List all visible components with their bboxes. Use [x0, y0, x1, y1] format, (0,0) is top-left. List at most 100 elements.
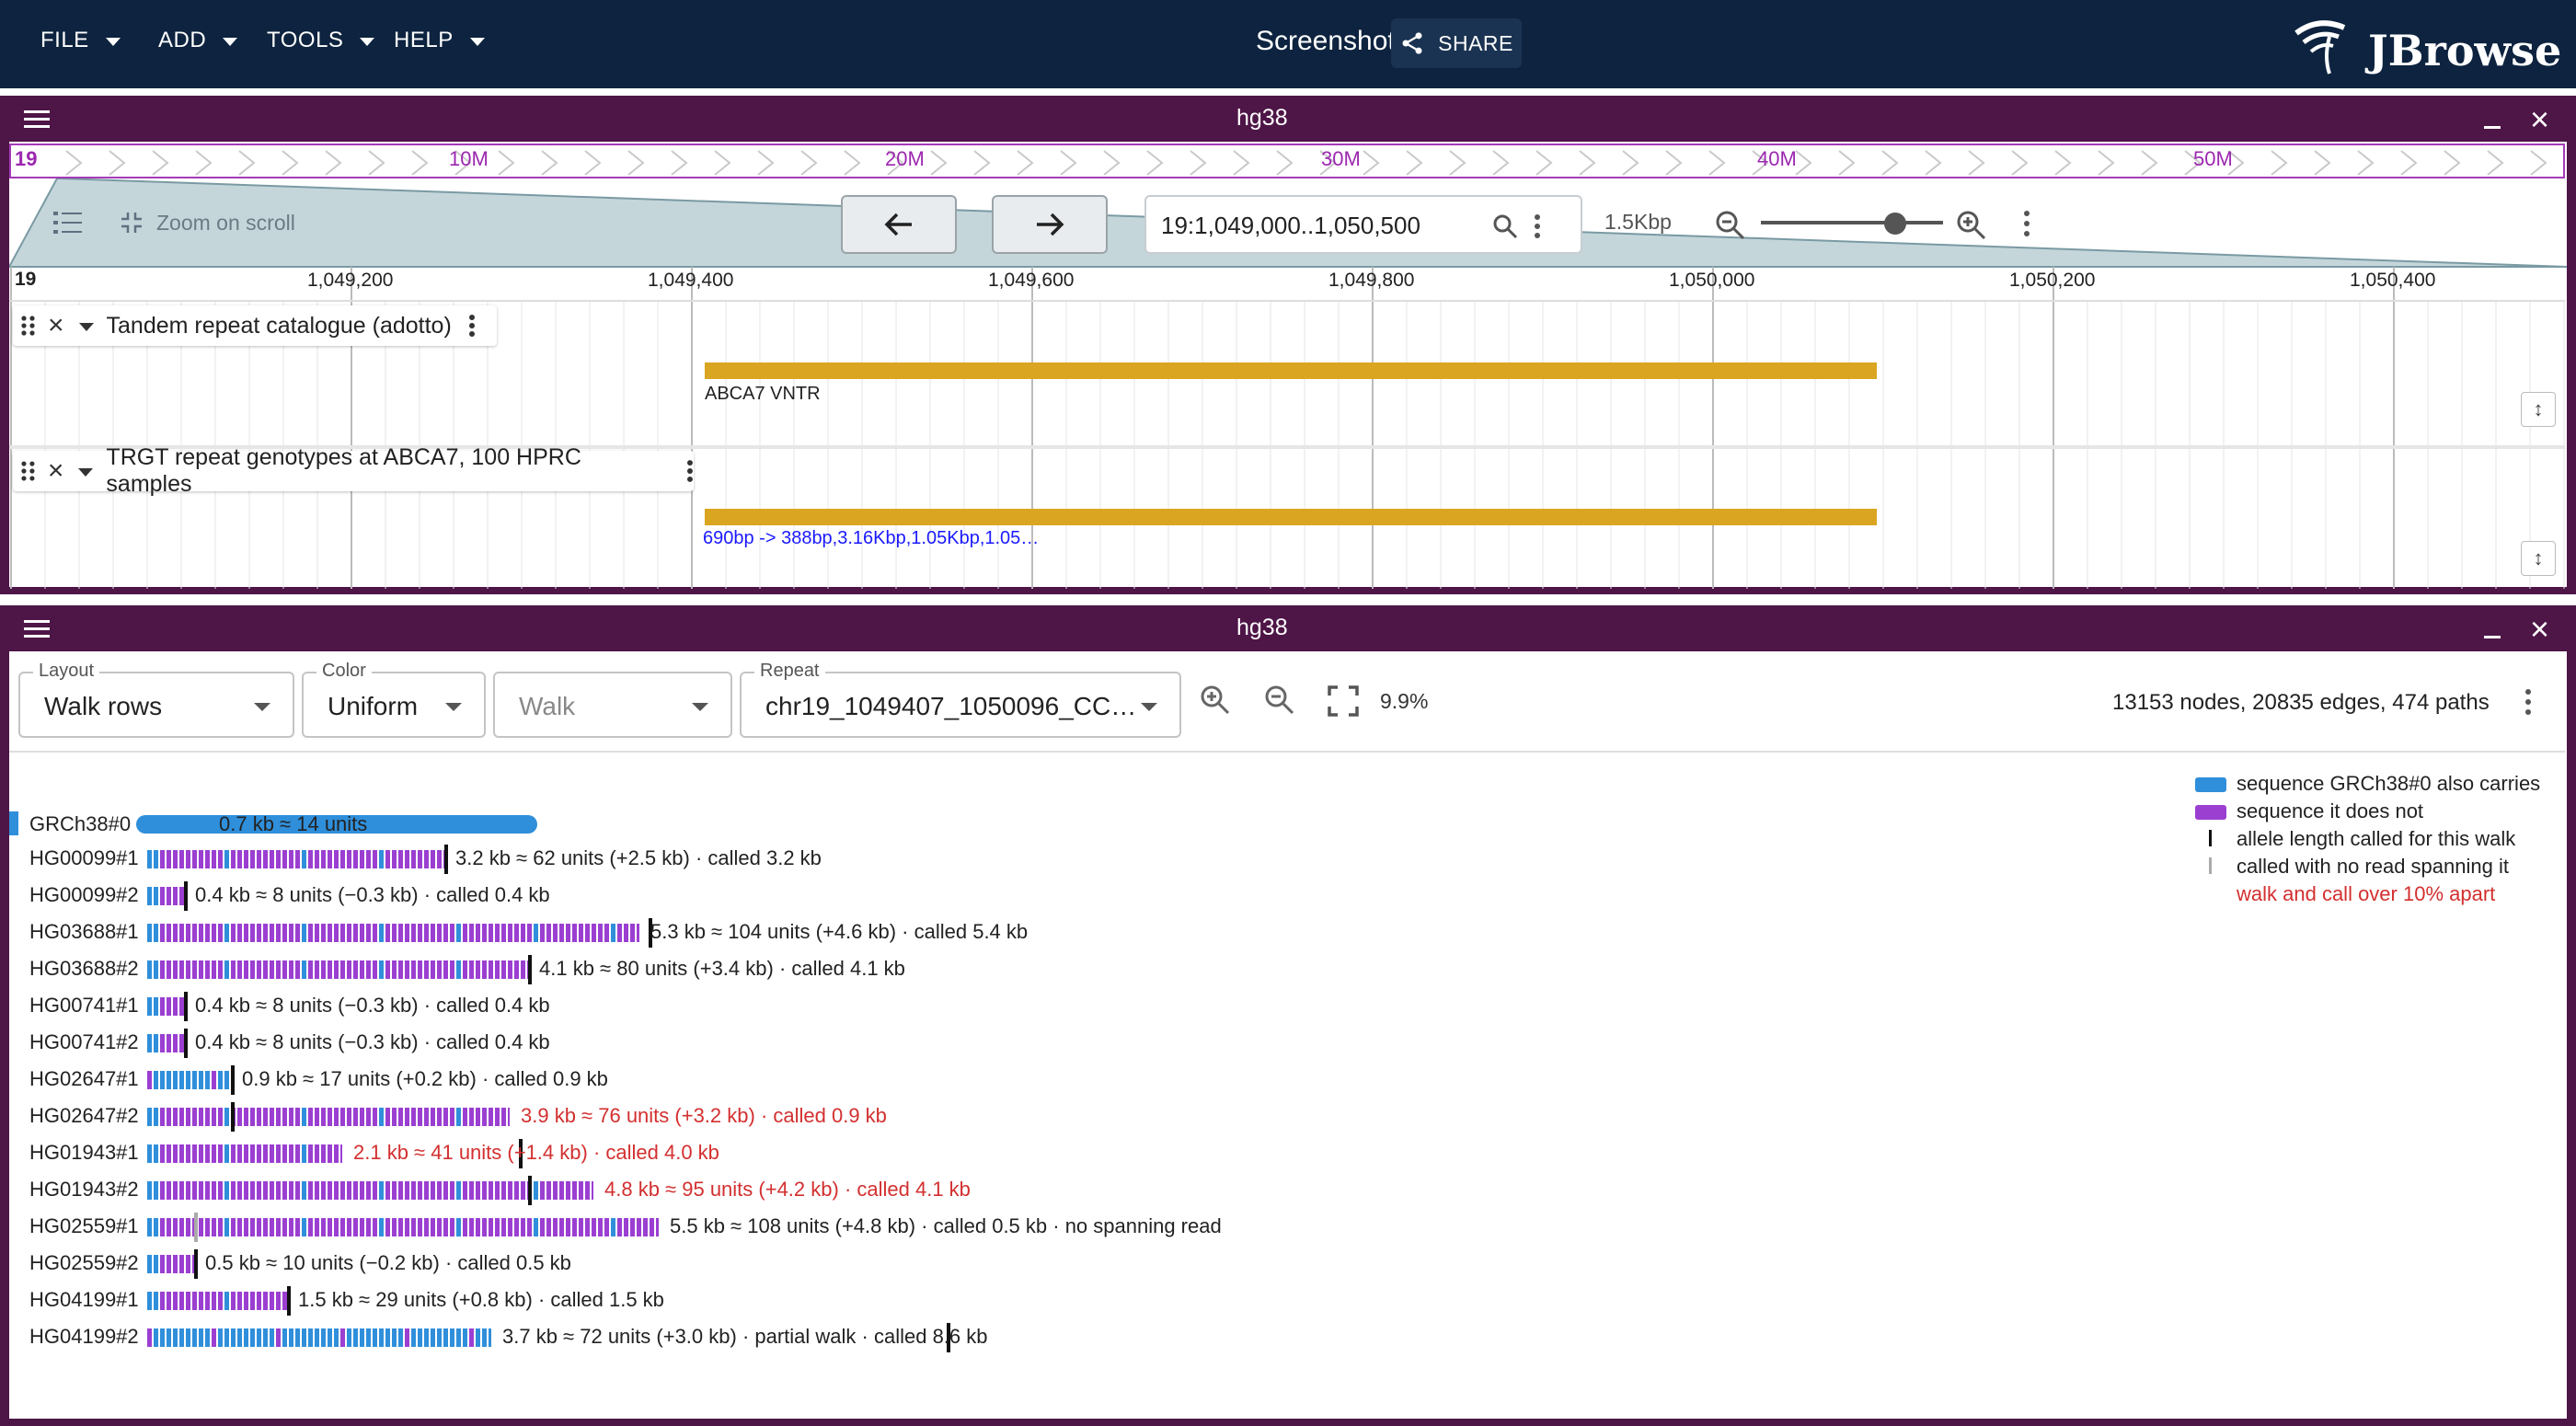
walk-bar[interactable] [147, 960, 528, 979]
view-options-icon[interactable] [2022, 210, 2031, 237]
kebab-menu-icon[interactable] [1533, 213, 1542, 239]
share-button[interactable]: SHARE [1391, 18, 1522, 68]
zoom-out-icon[interactable] [1264, 684, 1295, 716]
walk-bar[interactable] [147, 1108, 510, 1126]
walk-label: HG04199#1 [29, 1288, 139, 1311]
walk-bar[interactable] [147, 1255, 194, 1273]
search-icon[interactable] [1492, 213, 1518, 239]
location-input[interactable]: 19:1,049,000..1,050,500 [1161, 212, 1420, 239]
pan-right-button[interactable] [992, 195, 1108, 254]
walk-summary: 3.7 kb ≈ 72 units (+3.0 kb) · partial wa… [502, 1325, 988, 1348]
walk-bar[interactable] [147, 1181, 593, 1200]
reference-walk-bar[interactable] [136, 815, 537, 834]
chevron-down-icon[interactable] [78, 323, 94, 331]
layout-select[interactable]: Layout Walk rows [18, 661, 294, 738]
called-length-marker [231, 1102, 235, 1132]
minimize-icon[interactable] [2484, 109, 2502, 131]
graph-stats: 13153 nodes, 20835 edges, 474 paths [2112, 690, 2490, 715]
pan-left-button[interactable] [841, 195, 957, 254]
overview-chrom-label: 19 [15, 147, 38, 171]
location-search-box[interactable]: 19:1,049,000..1,050,500 [1144, 195, 1582, 254]
view-menu-icon[interactable] [24, 620, 50, 638]
walk-bar[interactable] [147, 1071, 231, 1089]
chevron-down-icon [469, 38, 485, 46]
file-menu[interactable]: FILE [40, 28, 121, 53]
color-select[interactable]: Color Uniform [302, 661, 486, 738]
close-icon[interactable]: × [47, 455, 64, 486]
ruler-tick-label: 1,049,600 [988, 270, 1075, 291]
feature-trgt-genotype[interactable] [705, 509, 1877, 525]
track-menu-icon[interactable] [468, 314, 476, 338]
called-length-marker [444, 845, 448, 874]
repeat-select-label: Repeat [754, 661, 825, 682]
help-menu[interactable]: HELP [394, 28, 485, 53]
track-resize-icon[interactable]: ↕ [2521, 392, 2556, 427]
tools-menu[interactable]: TOOLS [267, 28, 375, 53]
feature-abca7-vntr[interactable] [705, 362, 1877, 379]
walk-bar[interactable] [147, 1144, 342, 1163]
track-name: TRGT repeat genotypes at ABCA7, 100 HPRC… [106, 444, 581, 497]
session-title: Screenshot [1256, 26, 1396, 56]
layout-select-value: Walk rows [44, 692, 163, 720]
walk-summary: 0.5 kb ≈ 10 units (−0.2 kb) · called 0.5… [205, 1251, 571, 1274]
collapse-icon [121, 213, 142, 233]
walk-summary: 5.3 kb ≈ 104 units (+4.6 kb) · called 5.… [650, 920, 1029, 943]
chevron-down-icon [692, 703, 708, 711]
walk-bar[interactable] [147, 1328, 491, 1347]
graph-view-header: hg38 × [0, 605, 2576, 651]
zoom-slider-thumb[interactable] [1884, 213, 1906, 235]
walk-label: HG02559#2 [29, 1251, 139, 1274]
legend-item: sequence it does not [2237, 799, 2424, 822]
walk-bar[interactable] [147, 924, 639, 942]
walk-label: HG00741#2 [29, 1030, 139, 1053]
jbrowse-logo-icon [2294, 20, 2346, 75]
walk-bar[interactable] [147, 1034, 184, 1052]
overview-ruler[interactable]: 19 10M 20M 30M 40M 50M [9, 144, 2565, 178]
graph-options-icon[interactable] [2524, 688, 2533, 716]
walk-summary: 0.4 kb ≈ 8 units (−0.3 kb) · called 0.4 … [195, 1030, 550, 1053]
walk-bar[interactable] [147, 850, 444, 868]
walk-select[interactable]: Walk [493, 672, 732, 738]
walk-bar[interactable] [147, 887, 184, 905]
zoom-in-icon[interactable] [1200, 684, 1231, 716]
close-icon[interactable]: × [2530, 100, 2550, 138]
drag-handle-icon[interactable] [20, 459, 37, 483]
legend-item: called with no read spanning it [2237, 855, 2509, 878]
drag-handle-icon[interactable] [20, 314, 37, 338]
walk-bar[interactable] [147, 1292, 287, 1310]
app-bar: FILE ADD TOOLS HELP Screenshot SHARE JBr… [0, 0, 2576, 88]
add-menu[interactable]: ADD [158, 28, 238, 53]
zoom-in-icon[interactable] [1956, 210, 1987, 241]
walk-label: HG04199#2 [29, 1325, 139, 1348]
arrow-left-icon [884, 213, 912, 236]
called-length-marker [194, 1249, 198, 1279]
zoom-on-scroll-label: Zoom on scroll [156, 210, 295, 235]
file-menu-label: FILE [40, 28, 89, 52]
walk-bar[interactable] [147, 997, 184, 1016]
close-icon[interactable]: × [48, 310, 64, 340]
walk-bar[interactable] [147, 1218, 659, 1236]
graph-toolbar-divider [9, 751, 2565, 753]
reference-walk-summary: 0.7 kb ≈ 14 units [219, 812, 368, 835]
track-resize-icon[interactable]: ↕ [2521, 541, 2556, 576]
walk-label: HG03688#2 [29, 957, 139, 980]
repeat-select[interactable]: Repeat chr19_1049407_1050096_CC… [740, 661, 1181, 738]
chevron-down-icon [254, 703, 270, 711]
layout-select-label: Layout [33, 661, 100, 682]
fit-to-view-icon[interactable] [1327, 684, 1360, 718]
legend-item: allele length called for this walk [2237, 827, 2516, 850]
zoom-on-scroll-toggle[interactable]: Zoom on scroll [118, 208, 295, 237]
close-icon[interactable]: × [2530, 610, 2550, 648]
zoom-slider-track[interactable] [1761, 221, 1943, 224]
called-length-marker [649, 918, 652, 948]
chevron-down-icon[interactable] [78, 468, 94, 477]
chevron-down-icon [445, 703, 462, 711]
walk-label: HG02559#1 [29, 1214, 139, 1237]
repeat-select-value: chr19_1049407_1050096_CC… [765, 692, 1137, 720]
view-menu-icon[interactable] [24, 110, 50, 129]
track-menu-icon[interactable] [686, 459, 694, 483]
called-length-marker [184, 881, 188, 911]
zoom-out-icon[interactable] [1715, 210, 1746, 241]
minimize-icon[interactable] [2484, 618, 2502, 640]
track-selector-button[interactable] [52, 208, 85, 237]
